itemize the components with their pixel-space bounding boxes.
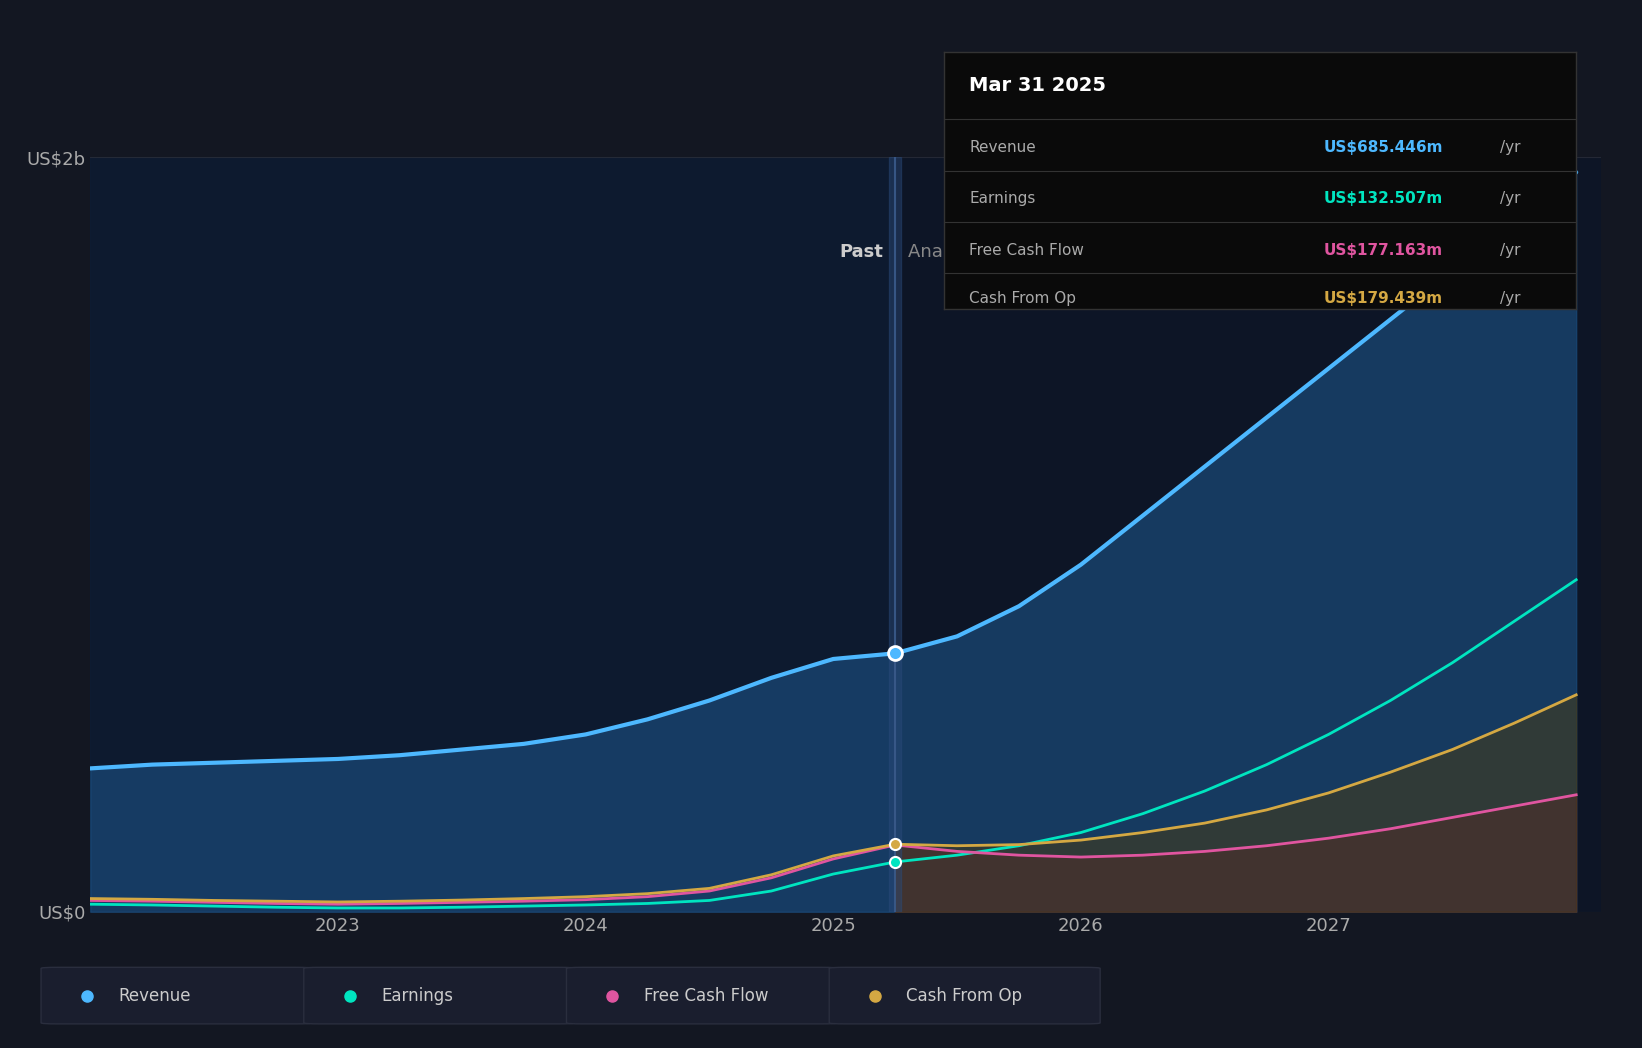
Text: Revenue: Revenue <box>969 139 1036 155</box>
Text: /yr: /yr <box>1501 139 1520 155</box>
Text: Earnings: Earnings <box>969 191 1036 206</box>
Text: Cash From Op: Cash From Op <box>906 986 1023 1005</box>
Text: US$132.507m: US$132.507m <box>1323 191 1443 206</box>
Text: Past: Past <box>839 242 883 261</box>
Text: /yr: /yr <box>1501 291 1520 306</box>
Text: Free Cash Flow: Free Cash Flow <box>969 242 1084 258</box>
Text: US$179.439m: US$179.439m <box>1323 291 1443 306</box>
FancyBboxPatch shape <box>829 967 1100 1024</box>
Text: US$685.446m: US$685.446m <box>1323 139 1443 155</box>
Text: /yr: /yr <box>1501 191 1520 206</box>
Text: Analysts Forecasts: Analysts Forecasts <box>908 242 1076 261</box>
Text: Mar 31 2025: Mar 31 2025 <box>969 77 1107 95</box>
Text: Revenue: Revenue <box>118 986 190 1005</box>
Text: /yr: /yr <box>1501 242 1520 258</box>
Bar <box>90 157 895 912</box>
Text: US$177.163m: US$177.163m <box>1323 242 1443 258</box>
FancyBboxPatch shape <box>304 967 575 1024</box>
Text: Earnings: Earnings <box>381 986 453 1005</box>
Text: Cash From Op: Cash From Op <box>969 291 1077 306</box>
FancyBboxPatch shape <box>41 967 312 1024</box>
Text: Free Cash Flow: Free Cash Flow <box>644 986 768 1005</box>
FancyBboxPatch shape <box>566 967 837 1024</box>
Bar <box>888 157 901 912</box>
